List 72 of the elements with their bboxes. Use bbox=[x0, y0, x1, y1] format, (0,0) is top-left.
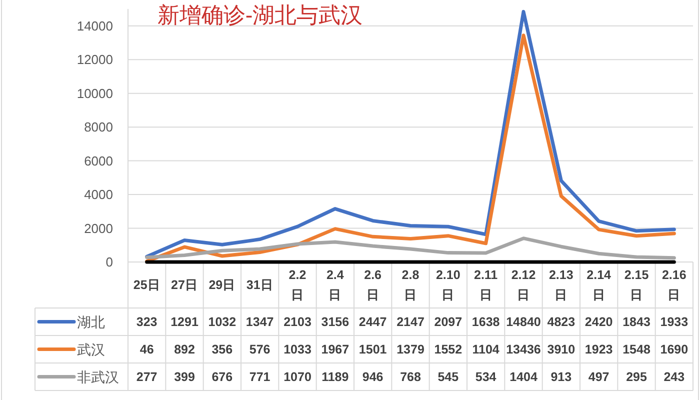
chart-title: 新增确诊-湖北与武汉 bbox=[157, 2, 363, 28]
data-label: 497 bbox=[588, 370, 610, 384]
legend-label: 湖北 bbox=[77, 314, 105, 330]
data-label: 892 bbox=[174, 342, 195, 356]
data-label: 1923 bbox=[584, 342, 613, 356]
data-label: 1291 bbox=[170, 314, 198, 329]
data-label: 534 bbox=[475, 370, 496, 384]
data-label: 399 bbox=[174, 370, 195, 384]
data-label: 2147 bbox=[396, 314, 424, 329]
data-label: 2420 bbox=[584, 314, 613, 329]
y-tick-label: 0 bbox=[106, 254, 113, 270]
data-label: 2103 bbox=[284, 314, 312, 329]
y-tick-label: 2000 bbox=[84, 220, 113, 236]
data-label: 1933 bbox=[660, 314, 688, 329]
data-label: 4823 bbox=[547, 314, 576, 329]
x-tick-label: 2.12日 bbox=[511, 268, 536, 302]
data-label: 576 bbox=[249, 342, 270, 356]
data-label: 1104 bbox=[472, 342, 500, 356]
data-label: 295 bbox=[626, 370, 647, 384]
y-tick-label: 12000 bbox=[76, 52, 113, 68]
legend-label: 非武汉 bbox=[77, 368, 119, 385]
data-label: 946 bbox=[362, 370, 384, 384]
data-label: 771 bbox=[249, 370, 270, 384]
y-tick-label: 10000 bbox=[76, 86, 113, 101]
x-tick-label: 25日 bbox=[133, 278, 160, 292]
x-tick-label: 2.16日 bbox=[662, 268, 686, 302]
data-label: 323 bbox=[136, 314, 158, 329]
data-label: 1033 bbox=[284, 342, 312, 356]
data-label: 1189 bbox=[322, 370, 349, 384]
data-label: 1501 bbox=[358, 342, 387, 356]
x-tick-label: 2.4日 bbox=[326, 268, 344, 302]
data-label: 2447 bbox=[358, 314, 387, 329]
y-tick-label: 4000 bbox=[84, 187, 113, 202]
data-label: 1379 bbox=[396, 342, 424, 356]
x-tick-label: 2.6日 bbox=[364, 268, 382, 302]
x-tick-label: 2.2日 bbox=[288, 268, 306, 302]
data-label: 1690 bbox=[660, 342, 688, 356]
data-label: 46 bbox=[140, 342, 154, 356]
data-label: 3156 bbox=[321, 314, 350, 329]
x-tick-label: 2.11日 bbox=[474, 268, 498, 302]
data-label: 277 bbox=[136, 370, 158, 384]
y-tick-label: 6000 bbox=[84, 153, 113, 168]
data-label: 1843 bbox=[622, 314, 650, 329]
data-label: 356 bbox=[212, 342, 233, 356]
x-tick-label: 27日 bbox=[171, 278, 198, 292]
data-label: 2097 bbox=[434, 314, 462, 329]
x-tick-label: 2.13日 bbox=[548, 268, 574, 302]
x-tick-label: 29日 bbox=[208, 278, 236, 292]
data-label: 1967 bbox=[321, 342, 350, 356]
x-tick-label: 2.8日 bbox=[402, 268, 420, 302]
data-label: 1638 bbox=[472, 314, 500, 329]
data-label: 3910 bbox=[547, 342, 576, 356]
data-label: 14840 bbox=[506, 314, 541, 329]
data-label: 1032 bbox=[208, 314, 236, 329]
y-tick-label: 8000 bbox=[84, 120, 113, 135]
data-label: 913 bbox=[550, 370, 572, 384]
data-label: 1347 bbox=[246, 314, 274, 329]
data-label: 1404 bbox=[510, 370, 538, 384]
data-label: 1070 bbox=[284, 370, 312, 384]
data-label: 768 bbox=[400, 370, 421, 384]
x-tick-label: 2.14日 bbox=[586, 268, 612, 302]
x-tick-label: 2.10日 bbox=[436, 268, 460, 302]
x-tick-label: 31日 bbox=[246, 278, 274, 292]
data-label: 676 bbox=[212, 370, 233, 384]
data-label: 13436 bbox=[506, 342, 541, 356]
x-tick-label: 2.15日 bbox=[624, 268, 649, 302]
legend-label: 武汉 bbox=[77, 341, 105, 358]
data-label: 545 bbox=[438, 370, 459, 384]
data-label: 1552 bbox=[434, 342, 462, 356]
data-label: 243 bbox=[664, 370, 685, 384]
data-label: 1548 bbox=[622, 342, 650, 356]
y-tick-label: 14000 bbox=[76, 18, 113, 34]
